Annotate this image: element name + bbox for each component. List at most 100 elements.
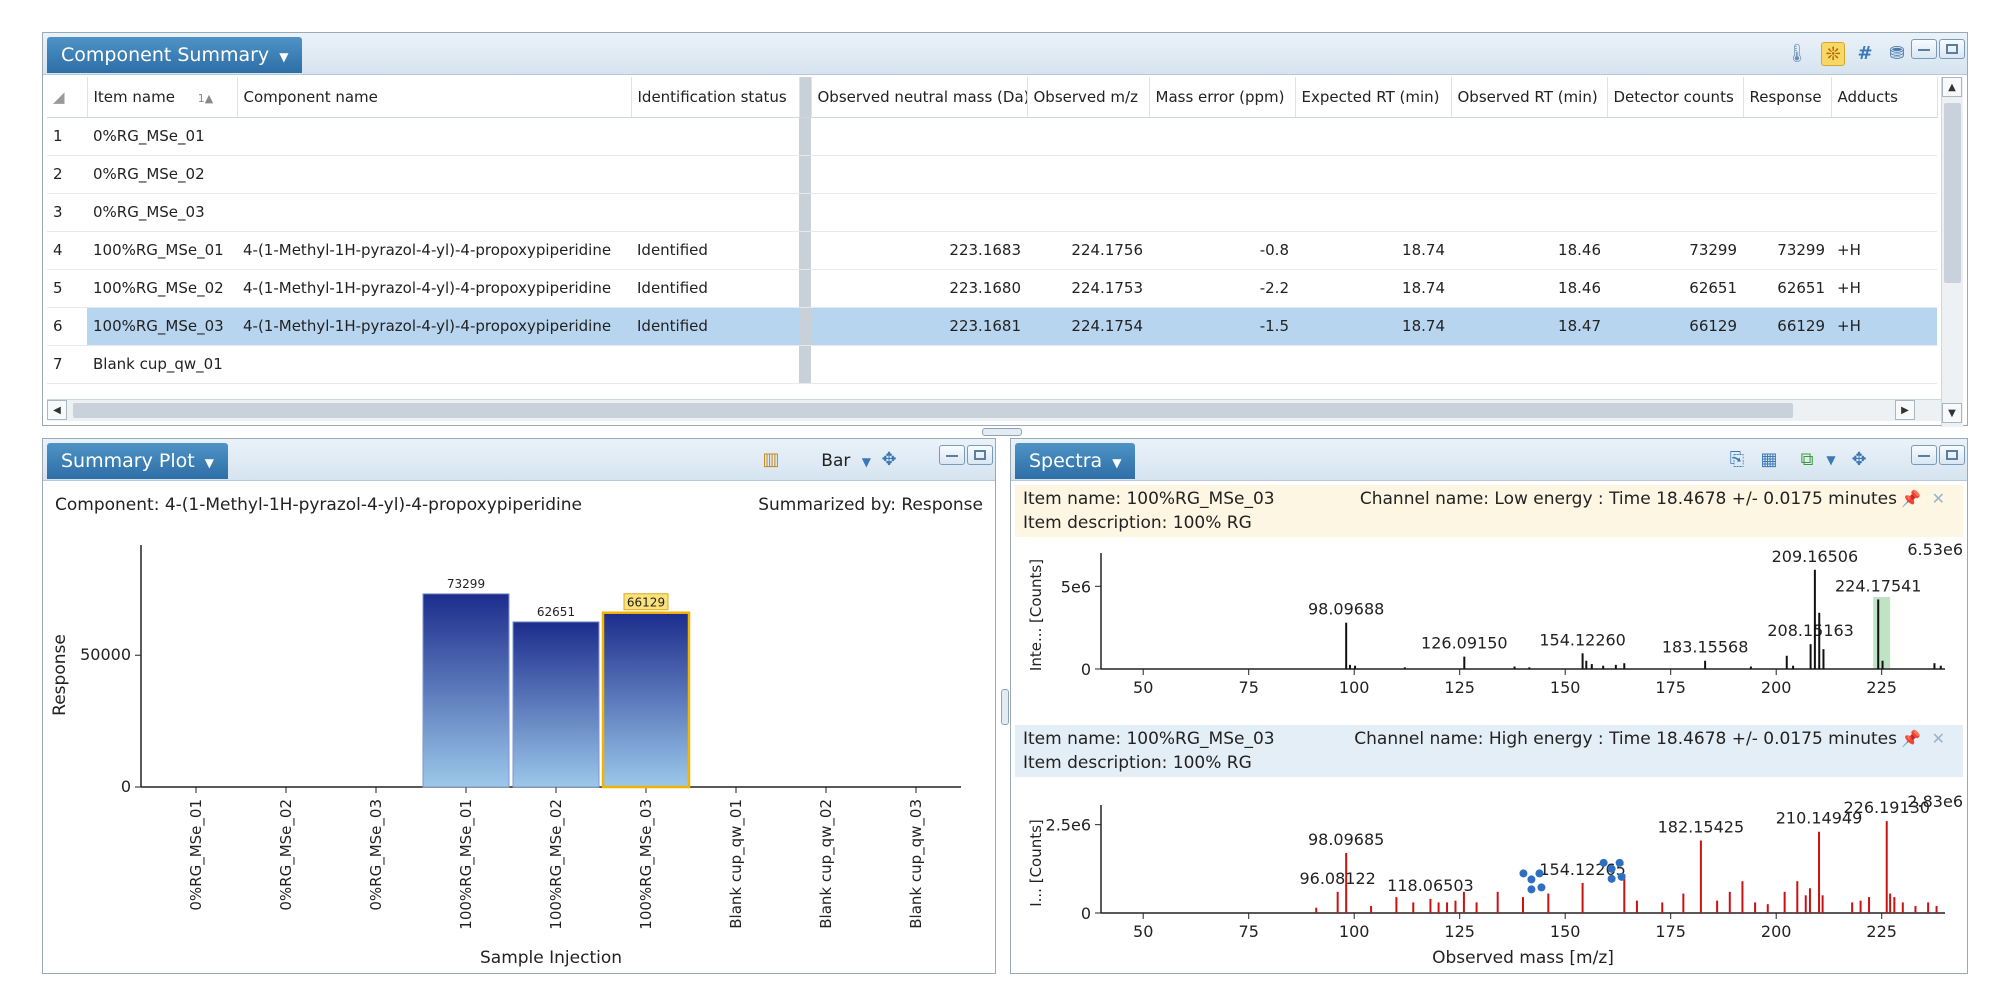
cell-expected-rt[interactable]: [1295, 155, 1451, 194]
row-index[interactable]: 6: [47, 307, 87, 346]
cell-detector-counts[interactable]: 66129: [1607, 307, 1743, 346]
cell-detector-counts[interactable]: [1607, 345, 1743, 384]
cell-detector-counts[interactable]: 73299: [1607, 231, 1743, 270]
cell-observed-rt[interactable]: [1451, 155, 1607, 194]
fragment-structure-icon[interactable]: [1519, 869, 1546, 894]
cell-response[interactable]: 73299: [1743, 231, 1831, 270]
table-row[interactable]: 4 100%RG_MSe_01 4-(1-Methyl-1H-pyrazol-4-y…: [47, 231, 1937, 270]
cell-adducts[interactable]: [1831, 193, 1937, 232]
cell-adducts[interactable]: [1831, 117, 1937, 156]
table-row[interactable]: 2 0%RG_MSe_02: [47, 155, 1937, 194]
cell-observed-rt[interactable]: [1451, 193, 1607, 232]
component-summary-title-menu[interactable]: Component Summary ▼: [47, 37, 303, 73]
table-view-icon[interactable]: ▦: [1760, 449, 1778, 470]
marker-toggle-icon[interactable]: ❊: [1821, 42, 1845, 66]
row-index[interactable]: 4: [47, 231, 87, 270]
column-splitter[interactable]: [799, 269, 811, 308]
cell-mz[interactable]: [1027, 117, 1149, 156]
cell-status[interactable]: [631, 117, 799, 156]
horizontal-scroll-thumb[interactable]: [73, 403, 1793, 418]
cell-status[interactable]: [631, 155, 799, 194]
cell-expected-rt[interactable]: [1295, 345, 1451, 384]
cell-detector-counts[interactable]: [1607, 117, 1743, 156]
cell-mass-error[interactable]: -0.8: [1149, 231, 1295, 270]
scroll-down-arrow-icon[interactable]: ▼: [1942, 403, 1962, 423]
cell-detector-counts[interactable]: [1607, 155, 1743, 194]
cell-mz[interactable]: [1027, 345, 1149, 384]
select-all-corner[interactable]: ◢: [47, 77, 88, 118]
column-splitter[interactable]: [799, 193, 811, 232]
thermometer-icon[interactable]: 🌡: [1785, 43, 1809, 64]
spectra-splitter-handle[interactable]: [1001, 689, 1009, 725]
cell-item[interactable]: 0%RG_MSe_01: [87, 117, 237, 156]
cell-response[interactable]: 66129: [1743, 307, 1831, 346]
cell-component[interactable]: [237, 155, 631, 194]
cell-response[interactable]: [1743, 345, 1831, 384]
pin-icon[interactable]: 📌: [1901, 489, 1921, 508]
col-header-expected-rt[interactable]: Expected RT (min): [1295, 77, 1452, 118]
maximize-button[interactable]: [1939, 39, 1965, 59]
col-header-detector-counts[interactable]: Detector counts: [1607, 77, 1744, 118]
col-header-observed-rt[interactable]: Observed RT (min): [1451, 77, 1608, 118]
col-header-adducts[interactable]: Adducts: [1831, 77, 1938, 118]
column-splitter-header[interactable]: [799, 77, 812, 118]
cell-neutral-mass[interactable]: [811, 193, 1027, 232]
cell-response[interactable]: 62651: [1743, 269, 1831, 308]
row-index[interactable]: 7: [47, 345, 87, 384]
table-vertical-scrollbar[interactable]: ▲ ▼: [1941, 77, 1963, 427]
cell-neutral-mass[interactable]: [811, 117, 1027, 156]
cell-adducts[interactable]: +H: [1831, 231, 1937, 270]
cell-neutral-mass[interactable]: 223.1681: [811, 307, 1027, 346]
cell-expected-rt[interactable]: [1295, 117, 1451, 156]
col-header-neutral-mass[interactable]: Observed neutral mass (Da): [811, 77, 1028, 118]
cell-observed-rt[interactable]: [1451, 345, 1607, 384]
cell-mz[interactable]: [1027, 193, 1149, 232]
cell-response[interactable]: [1743, 155, 1831, 194]
overlay-icon[interactable]: ⧉: [1800, 449, 1814, 470]
maximize-button[interactable]: [967, 445, 993, 465]
bar-chart-icon[interactable]: ▥: [762, 449, 780, 470]
cell-observed-rt[interactable]: 18.46: [1451, 231, 1607, 270]
cell-item[interactable]: 100%RG_MSe_03: [87, 307, 237, 346]
column-splitter[interactable]: [799, 155, 811, 194]
cell-observed-rt[interactable]: [1451, 117, 1607, 156]
col-header-component-name[interactable]: Component name: [237, 77, 632, 118]
row-index[interactable]: 1: [47, 117, 87, 156]
cell-component[interactable]: 4-(1-Methyl-1H-pyrazol-4-yl)-4-propoxypi…: [237, 269, 631, 308]
spectra-title-menu[interactable]: Spectra ▼: [1015, 443, 1136, 479]
scroll-up-arrow-icon[interactable]: ▲: [1942, 77, 1962, 97]
cell-detector-counts[interactable]: [1607, 193, 1743, 232]
cell-item[interactable]: 0%RG_MSe_03: [87, 193, 237, 232]
vertical-scroll-thumb[interactable]: [1944, 103, 1961, 283]
cell-observed-rt[interactable]: 18.47: [1451, 307, 1607, 346]
scroll-left-arrow-icon[interactable]: ◀: [47, 400, 67, 420]
panel-splitter-grip[interactable]: [982, 428, 1022, 436]
col-header-mass-error[interactable]: Mass error (ppm): [1149, 77, 1296, 118]
table-row[interactable]: 3 0%RG_MSe_03: [47, 193, 1937, 232]
cell-neutral-mass[interactable]: [811, 155, 1027, 194]
row-index[interactable]: 3: [47, 193, 87, 232]
filter-icon[interactable]: ⛃: [1889, 43, 1905, 64]
cell-component[interactable]: [237, 193, 631, 232]
cell-expected-rt[interactable]: 18.74: [1295, 231, 1451, 270]
col-header-item-name[interactable]: Item name 1▲: [87, 77, 238, 118]
cell-neutral-mass[interactable]: 223.1680: [811, 269, 1027, 308]
cell-adducts[interactable]: +H: [1831, 269, 1937, 308]
column-splitter[interactable]: [799, 345, 811, 384]
fragment-structure-icon[interactable]: [1599, 858, 1626, 883]
cell-item[interactable]: 0%RG_MSe_02: [87, 155, 237, 194]
cell-mz[interactable]: 224.1756: [1027, 231, 1149, 270]
cell-expected-rt[interactable]: 18.74: [1295, 307, 1451, 346]
cell-neutral-mass[interactable]: 223.1683: [811, 231, 1027, 270]
cell-response[interactable]: [1743, 193, 1831, 232]
chart-type-dropdown[interactable]: Bar ▼: [821, 449, 871, 473]
close-icon[interactable]: ✕: [1931, 729, 1945, 748]
cell-mz[interactable]: 224.1754: [1027, 307, 1149, 346]
cell-item[interactable]: 100%RG_MSe_01: [87, 231, 237, 270]
cell-mass-error[interactable]: -2.2: [1149, 269, 1295, 308]
cell-mass-error[interactable]: [1149, 117, 1295, 156]
table-horizontal-scrollbar[interactable]: ◀ ▶: [47, 399, 1941, 421]
cell-response[interactable]: [1743, 117, 1831, 156]
minimize-button[interactable]: [1911, 39, 1937, 59]
pan-move-icon[interactable]: ✥: [1851, 449, 1867, 470]
